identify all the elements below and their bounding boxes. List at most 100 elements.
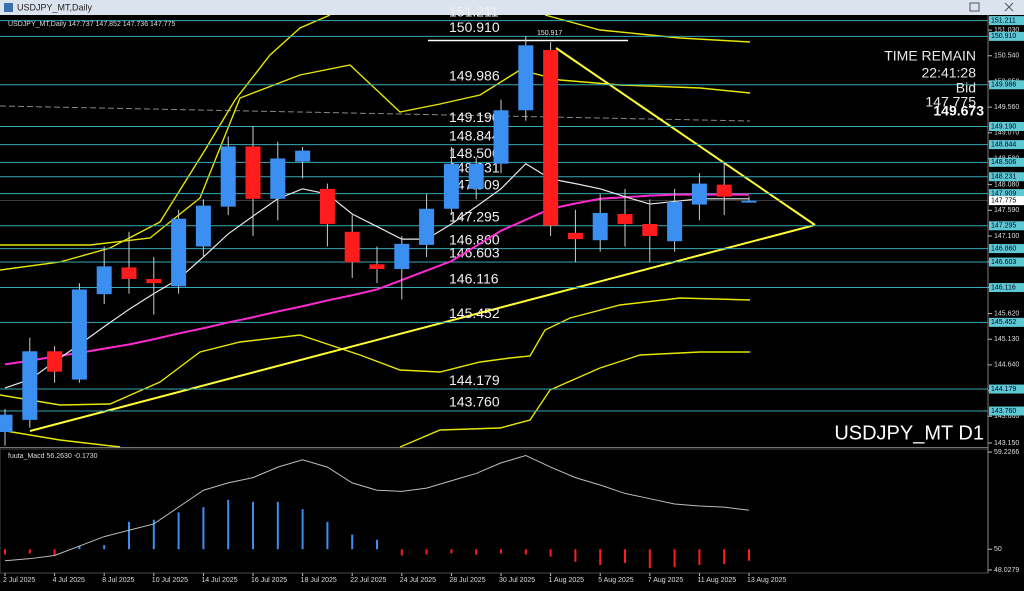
histogram-bar xyxy=(128,521,130,550)
histogram-bar xyxy=(103,545,106,550)
chart-header: USDJPY_MT,Daily 147.737 147.852 147.736 … xyxy=(8,21,175,28)
level-axis-label: 147.909 xyxy=(991,190,1016,197)
level-axis-box xyxy=(989,140,1024,150)
level-axis-label: 149.190 xyxy=(991,123,1016,130)
level-label: 149.986 xyxy=(449,67,500,83)
y-tick-label: 149.560 xyxy=(994,104,1019,111)
level-label: 151.211 xyxy=(449,3,499,19)
window-title: USDJPY_MT,Daily xyxy=(17,2,93,12)
candle-body xyxy=(195,205,211,247)
candle-body xyxy=(47,351,63,372)
y-tick-label: 151.030 xyxy=(994,27,1019,34)
histogram-bar xyxy=(326,521,329,550)
histogram-bar xyxy=(425,549,428,555)
level-label: 149.190 xyxy=(449,109,500,125)
candle-body xyxy=(468,163,484,189)
level-axis-label: 146.860 xyxy=(991,245,1016,252)
level-label: 146.116 xyxy=(449,270,499,286)
y-tick-label: 143.660 xyxy=(994,413,1019,420)
candle-body xyxy=(71,289,87,380)
histogram-bar xyxy=(524,549,527,555)
y-tick-label: 50 xyxy=(994,546,1002,553)
level-label: 150.910 xyxy=(449,19,500,35)
candle-body xyxy=(121,267,137,279)
histogram-bar xyxy=(673,549,676,568)
candle-body xyxy=(716,184,732,197)
candle-body xyxy=(543,50,559,226)
lower-band xyxy=(399,351,750,448)
histogram-bar xyxy=(78,546,81,550)
macd-header: fuuta_Macd 56.2630 -0.1730 xyxy=(8,453,98,460)
bid-axis-box xyxy=(989,196,1024,206)
close-button[interactable] xyxy=(1004,2,1014,12)
candle-body xyxy=(22,351,38,420)
level-axis-label: 144.179 xyxy=(991,386,1016,393)
level-axis-label: 145.452 xyxy=(991,319,1016,326)
level-axis-box xyxy=(989,317,1024,327)
level-axis-box xyxy=(989,121,1024,131)
candle-body xyxy=(344,231,360,263)
level-axis-box xyxy=(989,157,1024,167)
symbol-label: USDJPY_MT D1 xyxy=(834,422,984,444)
bollinger-bands xyxy=(0,14,751,448)
histogram-bar xyxy=(624,549,626,563)
candle-body xyxy=(295,150,311,162)
window-icon xyxy=(4,3,13,12)
level-label: 143.760 xyxy=(449,394,500,410)
level-label: 146.860 xyxy=(449,231,500,247)
level-axis-box xyxy=(989,283,1024,293)
x-tick-label: 2 Jul 2025 xyxy=(3,577,35,584)
histogram-bar xyxy=(351,534,354,550)
middle-band xyxy=(0,64,751,246)
level-axis-label: 143.760 xyxy=(991,408,1016,415)
level-axis-box xyxy=(989,406,1024,416)
candle-body xyxy=(245,146,261,199)
y-tick-label: 48.0279 xyxy=(994,567,1019,574)
level-axis-label: 147.295 xyxy=(991,223,1016,230)
level-axis-label: 150.910 xyxy=(991,33,1016,40)
support-trendline xyxy=(29,224,816,432)
high-label: 150.917 xyxy=(537,30,562,37)
level-axis-box xyxy=(989,80,1024,90)
time-remain: 22:41:28 xyxy=(922,65,977,81)
level-axis-label: 148.506 xyxy=(991,159,1016,166)
histogram-bar xyxy=(252,501,254,550)
level-label: 147.295 xyxy=(449,208,500,224)
bid-price: 147.775 xyxy=(925,94,976,110)
main-layer: 151.030150.540150.050149.560149.070148.5… xyxy=(0,3,1024,584)
level-axis-box xyxy=(989,31,1024,41)
y-tick-label: 148.080 xyxy=(994,182,1019,189)
candle-body xyxy=(419,208,435,245)
candle-body xyxy=(592,212,608,241)
level-axis-box xyxy=(989,384,1024,394)
histogram-bar xyxy=(177,512,180,550)
dashed-level xyxy=(0,105,751,122)
level-axis-label: 151.211 xyxy=(991,17,1016,24)
histogram-bar xyxy=(500,549,502,554)
histogram-bar xyxy=(748,549,750,561)
histogram-bar xyxy=(152,519,155,550)
level-axis-box xyxy=(989,244,1024,254)
level-label: 145.452 xyxy=(449,305,500,321)
window-buttons[interactable] xyxy=(969,2,1014,12)
candle-body xyxy=(171,218,187,287)
candle-body xyxy=(518,45,534,111)
inner-lower-band xyxy=(0,297,751,406)
x-tick-label: 5 Aug 2025 xyxy=(598,577,634,584)
resistance-trendline xyxy=(555,47,816,226)
histogram-bar xyxy=(723,549,726,564)
histogram-bar xyxy=(400,549,403,556)
triangle-lines xyxy=(29,47,816,432)
y-tick-label: 147.590 xyxy=(994,207,1019,214)
candle-body xyxy=(642,223,658,237)
time-remain-label: TIME REMAIN xyxy=(884,48,976,64)
candle-body xyxy=(270,158,286,199)
restore-button[interactable] xyxy=(969,2,980,12)
histogram-bar xyxy=(698,549,701,565)
candle-body xyxy=(146,278,162,284)
x-tick-label: 10 Jul 2025 xyxy=(152,577,188,584)
y-tick-label: 149.070 xyxy=(994,130,1019,137)
x-tick-label: 14 Jul 2025 xyxy=(201,577,237,584)
level-axis-box xyxy=(989,257,1024,267)
histogram-bar xyxy=(475,549,478,555)
